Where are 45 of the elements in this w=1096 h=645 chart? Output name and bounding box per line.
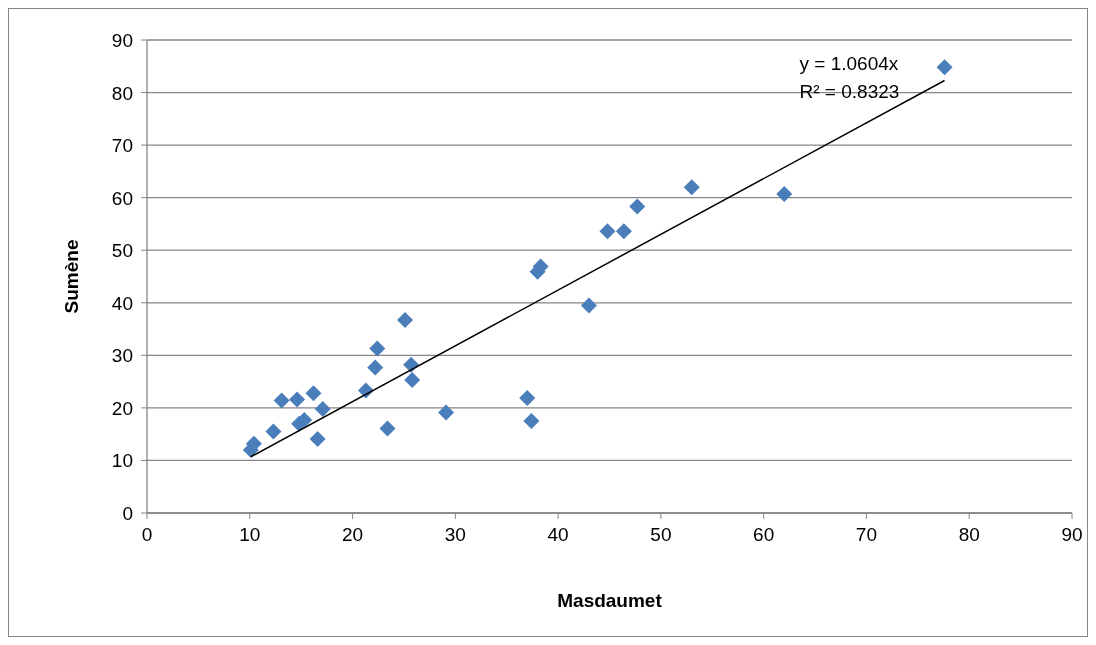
x-tick-label: 70 [855,524,878,545]
y-tick-label: 0 [122,503,133,524]
point [599,223,616,240]
point [289,391,306,408]
x-tick-label: 80 [958,524,980,545]
point [273,392,290,409]
annotation: y = 1.0604x [799,53,899,75]
y-tick-label: 10 [111,450,133,472]
y-tick-label: 90 [111,30,133,51]
point [309,430,326,447]
point [404,372,421,389]
y-tick-label: 80 [111,82,133,104]
point [265,423,282,440]
y-tick-label: 20 [111,397,133,419]
x-tick-label: 30 [444,524,466,545]
y-axis-title: Sumène [61,239,82,314]
point [396,312,413,329]
point [519,389,536,406]
x-tick-label: 0 [141,524,153,545]
annotation: R² = 0.8323 [799,81,900,103]
point [438,404,455,421]
y-tick-label: 50 [111,240,133,262]
point [936,59,953,76]
y-tick-label: 70 [111,135,133,157]
point [305,385,322,402]
point [367,359,384,376]
point [314,400,331,417]
x-tick-label: 10 [239,524,261,545]
x-tick-label: 90 [1061,524,1083,545]
x-axis-title: Masdaumet [557,590,663,611]
x-tick-label: 20 [341,524,364,545]
point [523,413,540,430]
x-tick-label: 50 [650,524,672,545]
x-tick-label: 60 [753,524,775,545]
point [379,420,396,437]
point [629,198,646,215]
y-tick-label: 30 [111,345,133,367]
point [580,297,597,314]
y-tick-label: 40 [111,292,133,314]
point [369,340,386,357]
y-tick-label: 60 [111,187,133,209]
x-tick-label: 40 [547,524,569,545]
point [683,179,700,196]
point [776,185,793,202]
point [615,223,632,240]
